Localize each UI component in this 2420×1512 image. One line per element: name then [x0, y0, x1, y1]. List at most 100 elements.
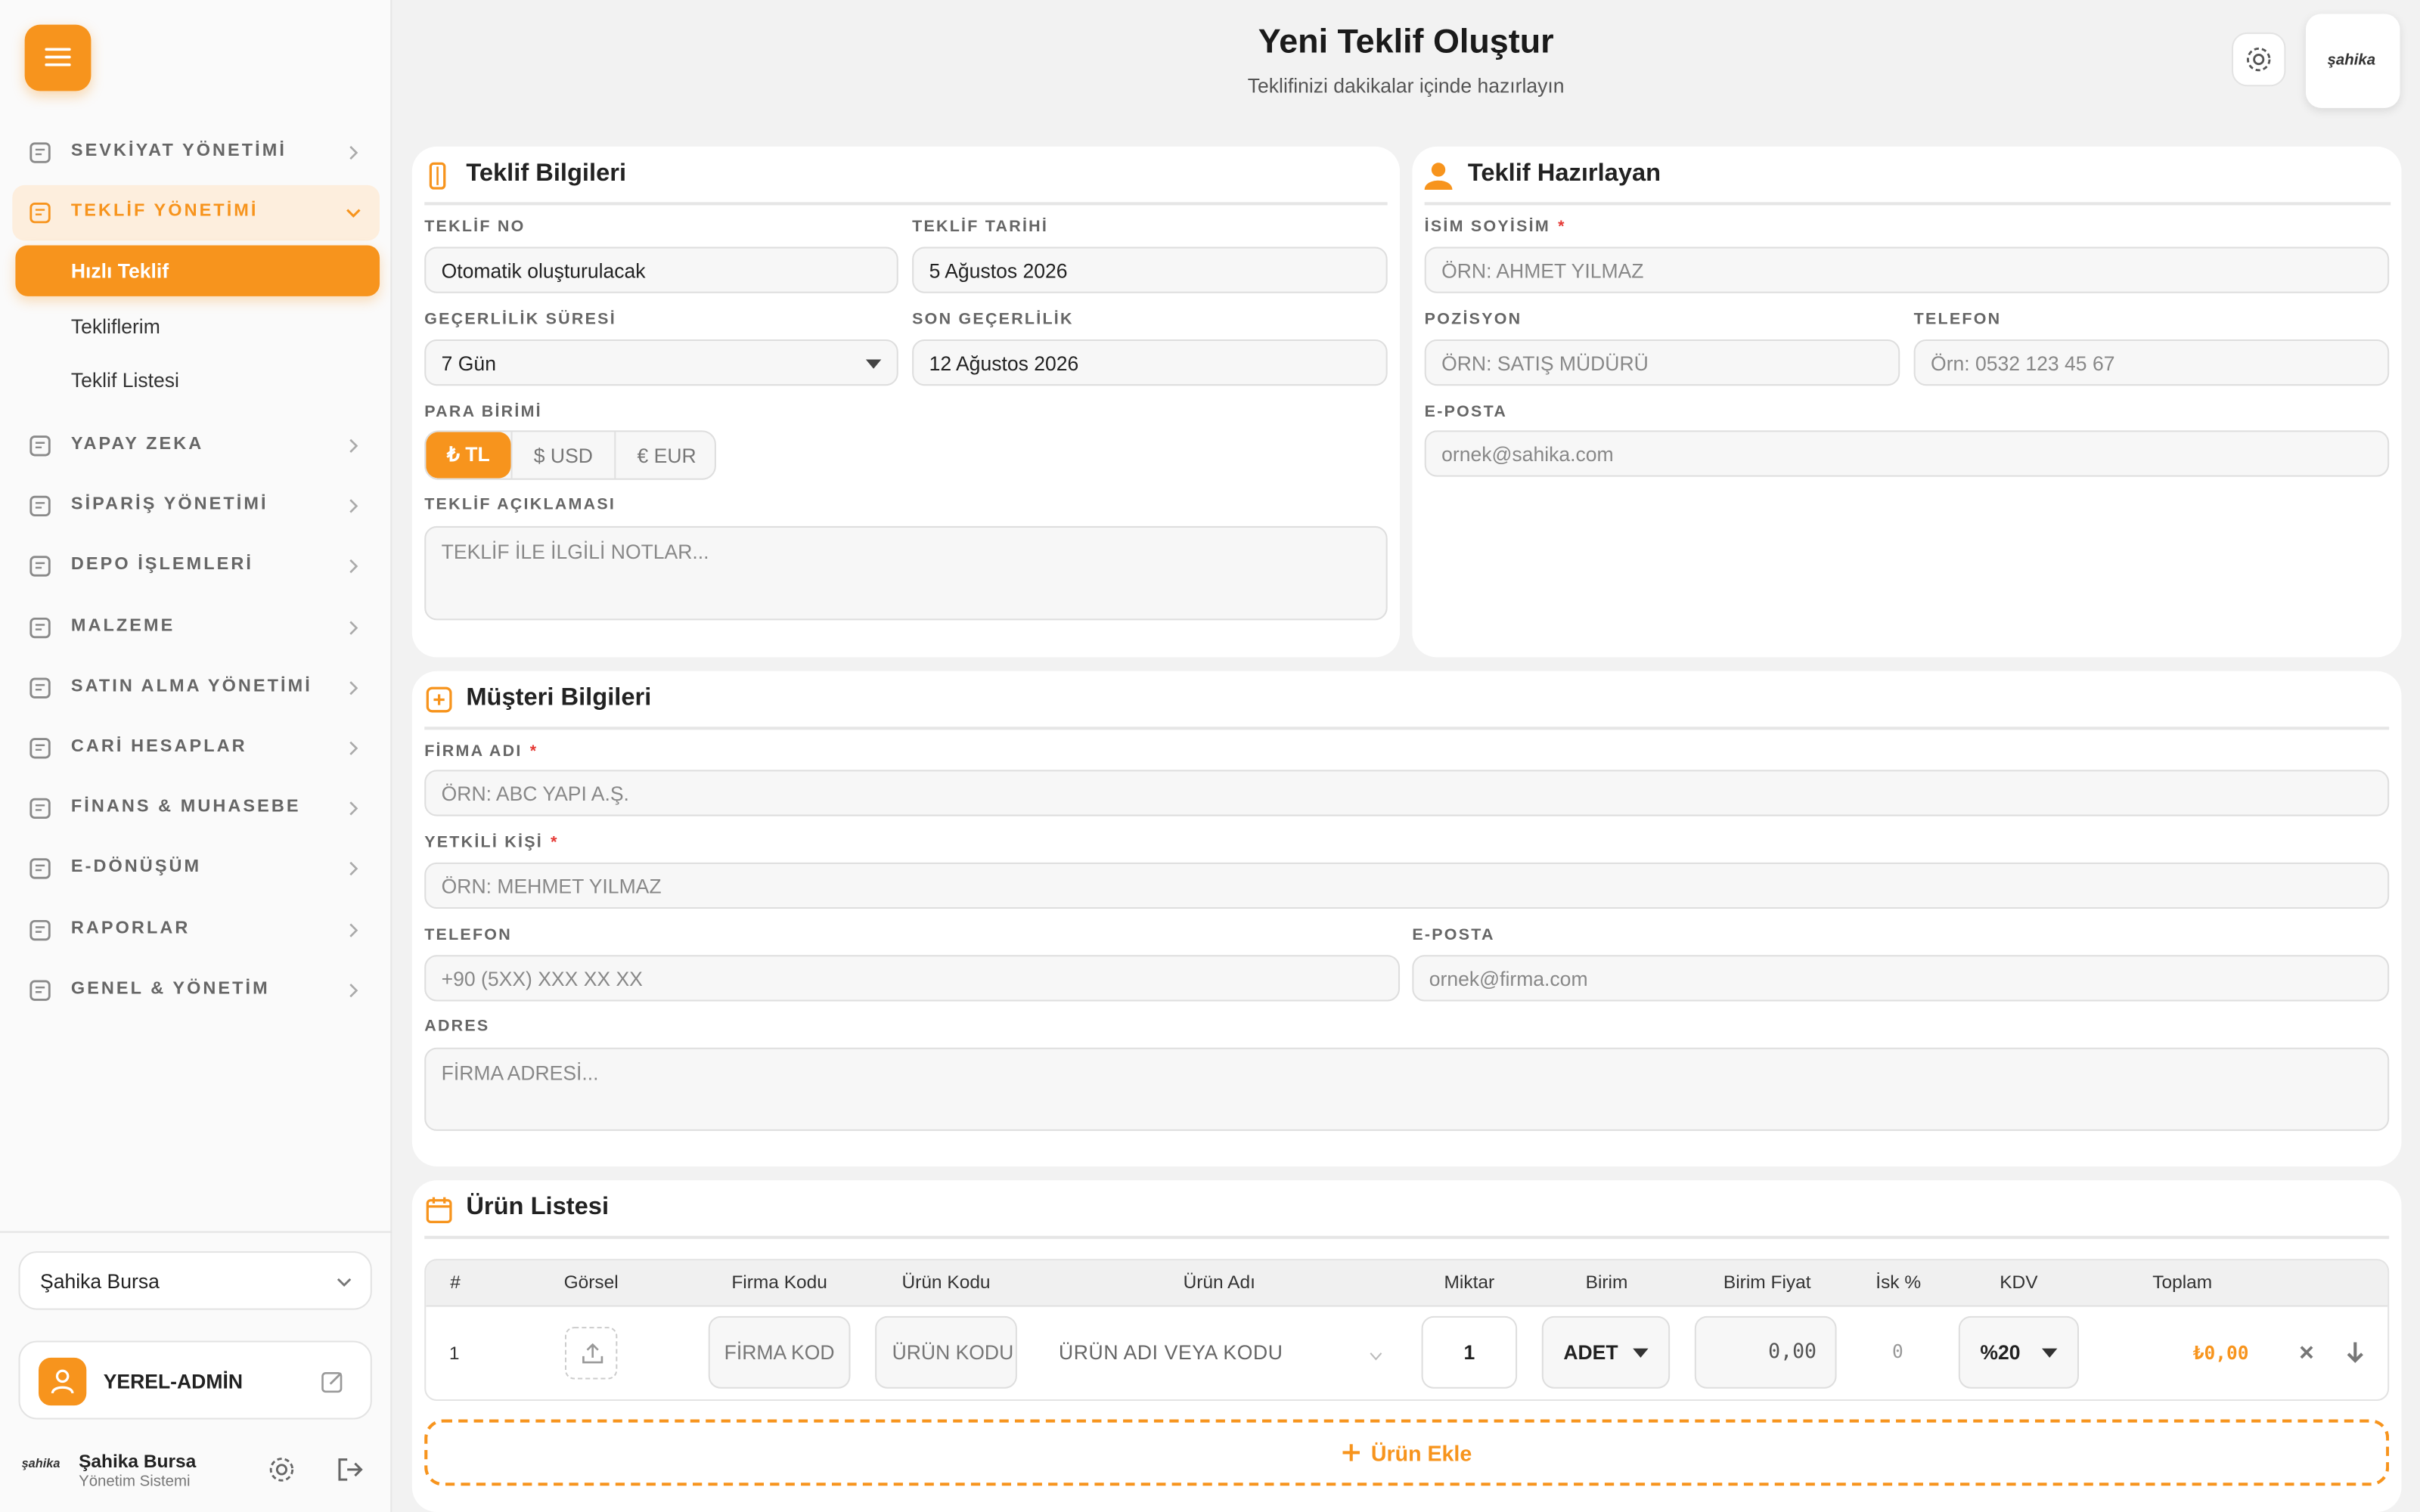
page-title: Yeni Teklif Oluştur	[1258, 21, 1554, 60]
input[interactable]: ornek@firma.com	[1412, 955, 2390, 1002]
menu-label: RAPORLAR	[70, 919, 191, 938]
currency-label: € EUR	[637, 443, 697, 467]
submenu-item[interactable]: Teklif Listesi	[15, 355, 380, 405]
column-header: KDV	[2000, 1271, 2038, 1294]
section-title: Ürün Listesi	[466, 1194, 610, 1221]
section-icon	[1424, 163, 1453, 191]
input[interactable]: ÖRN: AHMET YILMAZ	[1424, 246, 2390, 293]
menu-item[interactable]: E-DÖNÜŞÜM	[12, 844, 380, 893]
menu-item[interactable]: MALZEME	[12, 603, 380, 652]
input[interactable]: ÖRN: SATIŞ MÜDÜRÜ	[1424, 339, 1900, 386]
settings-icon	[269, 1458, 294, 1482]
menu-item[interactable]: CARİ HESAPLAR	[12, 723, 380, 773]
add-product-button[interactable]: Ürün Ekle	[424, 1419, 2390, 1486]
input-placeholder: ÖRN: MEHMET YILMAZ	[441, 874, 662, 897]
required-mark: *	[551, 833, 559, 852]
menu-item[interactable]: FİNANS & MUHASEBE	[12, 784, 380, 833]
menu-item[interactable]: SİPARİŞ YÖNETİMİ	[12, 482, 380, 531]
menu-item[interactable]: SEVKİYAT YÖNETİMİ	[12, 128, 380, 177]
card	[1412, 146, 2402, 658]
input-value: Otomatik oluşturulacak	[441, 258, 646, 282]
menu-item[interactable]: GENEL & YÖNETİM	[12, 966, 380, 1015]
label-text: TEKLİF NO	[424, 217, 526, 237]
input-placeholder: +90 (5XX) XXX XX XX	[441, 966, 643, 990]
input[interactable]: Otomatik oluşturulacak	[424, 246, 898, 293]
plus-icon	[1343, 1444, 1360, 1461]
menu-button[interactable]	[24, 24, 92, 91]
submenu-item[interactable]: Hızlı Teklif	[15, 245, 380, 296]
label-text: FİRMA ADI	[424, 742, 523, 761]
menu-item[interactable]: TEKLİF YÖNETİMİ	[12, 188, 380, 237]
input[interactable]: +90 (5XX) XXX XX XX	[424, 955, 1401, 1002]
section-divider	[424, 202, 1388, 206]
currency-option[interactable]: ₺ TL	[426, 432, 511, 479]
label-text: İSİM SOYİSİM	[1424, 217, 1550, 237]
input[interactable]: 5 Ağustos 2026	[912, 246, 1388, 293]
menu-label: SATIN ALMA YÖNETİMİ	[70, 677, 312, 696]
chevron	[349, 681, 358, 696]
footer-name: Şahika Bursa	[79, 1450, 197, 1472]
column-header: Miktar	[1444, 1271, 1495, 1294]
currency-option[interactable]: $ USD	[510, 432, 615, 479]
firma-kodu-input[interactable]: FİRMA KOD	[708, 1315, 851, 1389]
table	[424, 1259, 2390, 1402]
menu-label: SEVKİYAT YÖNETİMİ	[70, 141, 287, 161]
menu-label: E-DÖNÜŞÜM	[70, 857, 202, 877]
menu-item[interactable]: YAPAY ZEKA	[12, 421, 380, 470]
input[interactable]: Örn: 0532 123 45 67	[1913, 339, 2390, 386]
currency-option[interactable]: € EUR	[614, 432, 715, 479]
textarea[interactable]: TEKLİF İLE İLGİLİ NOTLAR...	[424, 525, 1388, 621]
input[interactable]: 12 Ağustos 2026	[912, 339, 1388, 386]
submenu-item[interactable]: Tekliflerim	[15, 301, 380, 352]
image-upload[interactable]	[564, 1327, 618, 1380]
birim-fiyat-input[interactable]: 0,00	[1694, 1315, 1837, 1389]
footer-subtitle: Yönetim Sistemi	[79, 1473, 191, 1491]
menu-label: TEKLİF YÖNETİMİ	[70, 202, 259, 221]
dropdown-caret	[1370, 1352, 1382, 1361]
menu-item-icon	[29, 202, 51, 224]
column-header: Ürün Kodu	[901, 1271, 991, 1294]
dropdown-caret	[2041, 1348, 2058, 1358]
field-label: TELEFON	[424, 925, 512, 943]
menu-item-icon	[29, 738, 51, 759]
birim-select[interactable]: ADET	[1541, 1315, 1671, 1389]
input[interactable]: 7 Gün	[424, 339, 898, 386]
branch-name: Şahika Bursa	[40, 1269, 160, 1294]
cell-value: 1	[1463, 1340, 1475, 1365]
dropdown-caret	[1633, 1348, 1649, 1358]
logout-icon	[338, 1458, 363, 1481]
cell-value: 0,00	[1768, 1340, 1817, 1365]
settings-button[interactable]	[2232, 32, 2286, 87]
chevron	[349, 621, 358, 635]
upload-icon	[582, 1343, 603, 1364]
menu-item[interactable]: SATIN ALMA YÖNETİMİ	[12, 664, 380, 713]
input[interactable]: ÖRN: ABC YAPI A.Ş.	[424, 770, 2390, 816]
section-title: Teklif Bilgileri	[466, 160, 627, 187]
miktar-input[interactable]: 1	[1421, 1315, 1518, 1389]
input-placeholder: ornek@firma.com	[1429, 966, 1588, 990]
menu-label: SİPARİŞ YÖNETİMİ	[70, 495, 268, 514]
kdv-select[interactable]: %20	[1958, 1315, 2079, 1389]
cell-value: FİRMA KOD	[724, 1340, 835, 1365]
urun-kodu-input[interactable]: ÜRÜN KODU	[875, 1315, 1017, 1389]
column-header: İsk %	[1876, 1271, 1922, 1294]
menu-label: DEPO İŞLEMLERİ	[70, 555, 253, 575]
menu-item-icon	[29, 142, 51, 163]
input[interactable]: ÖRN: MEHMET YILMAZ	[424, 862, 2390, 909]
menu-item-icon	[29, 556, 51, 577]
currency-label: ₺ TL	[447, 442, 490, 466]
settings-icon	[2247, 47, 2271, 72]
menu-item[interactable]: DEPO İŞLEMLERİ	[12, 541, 380, 590]
field-label: YETKİLİ KİŞİ *	[424, 833, 559, 851]
branch-select[interactable]: Şahika Bursa	[18, 1251, 372, 1310]
field-label: POZİSYON	[1425, 310, 1522, 328]
chevron	[337, 1278, 352, 1287]
input-value: 12 Ağustos 2026	[929, 351, 1079, 374]
label-text: TEKLİF TARİHİ	[912, 217, 1049, 237]
menu-item[interactable]: RAPORLAR	[12, 906, 380, 955]
delete-icon	[2300, 1346, 2313, 1359]
input[interactable]: ornek@sahika.com	[1424, 430, 2390, 477]
input[interactable]: FİRMA ADRESİ...	[424, 1047, 2390, 1131]
iskonto: 0	[1892, 1340, 1903, 1363]
